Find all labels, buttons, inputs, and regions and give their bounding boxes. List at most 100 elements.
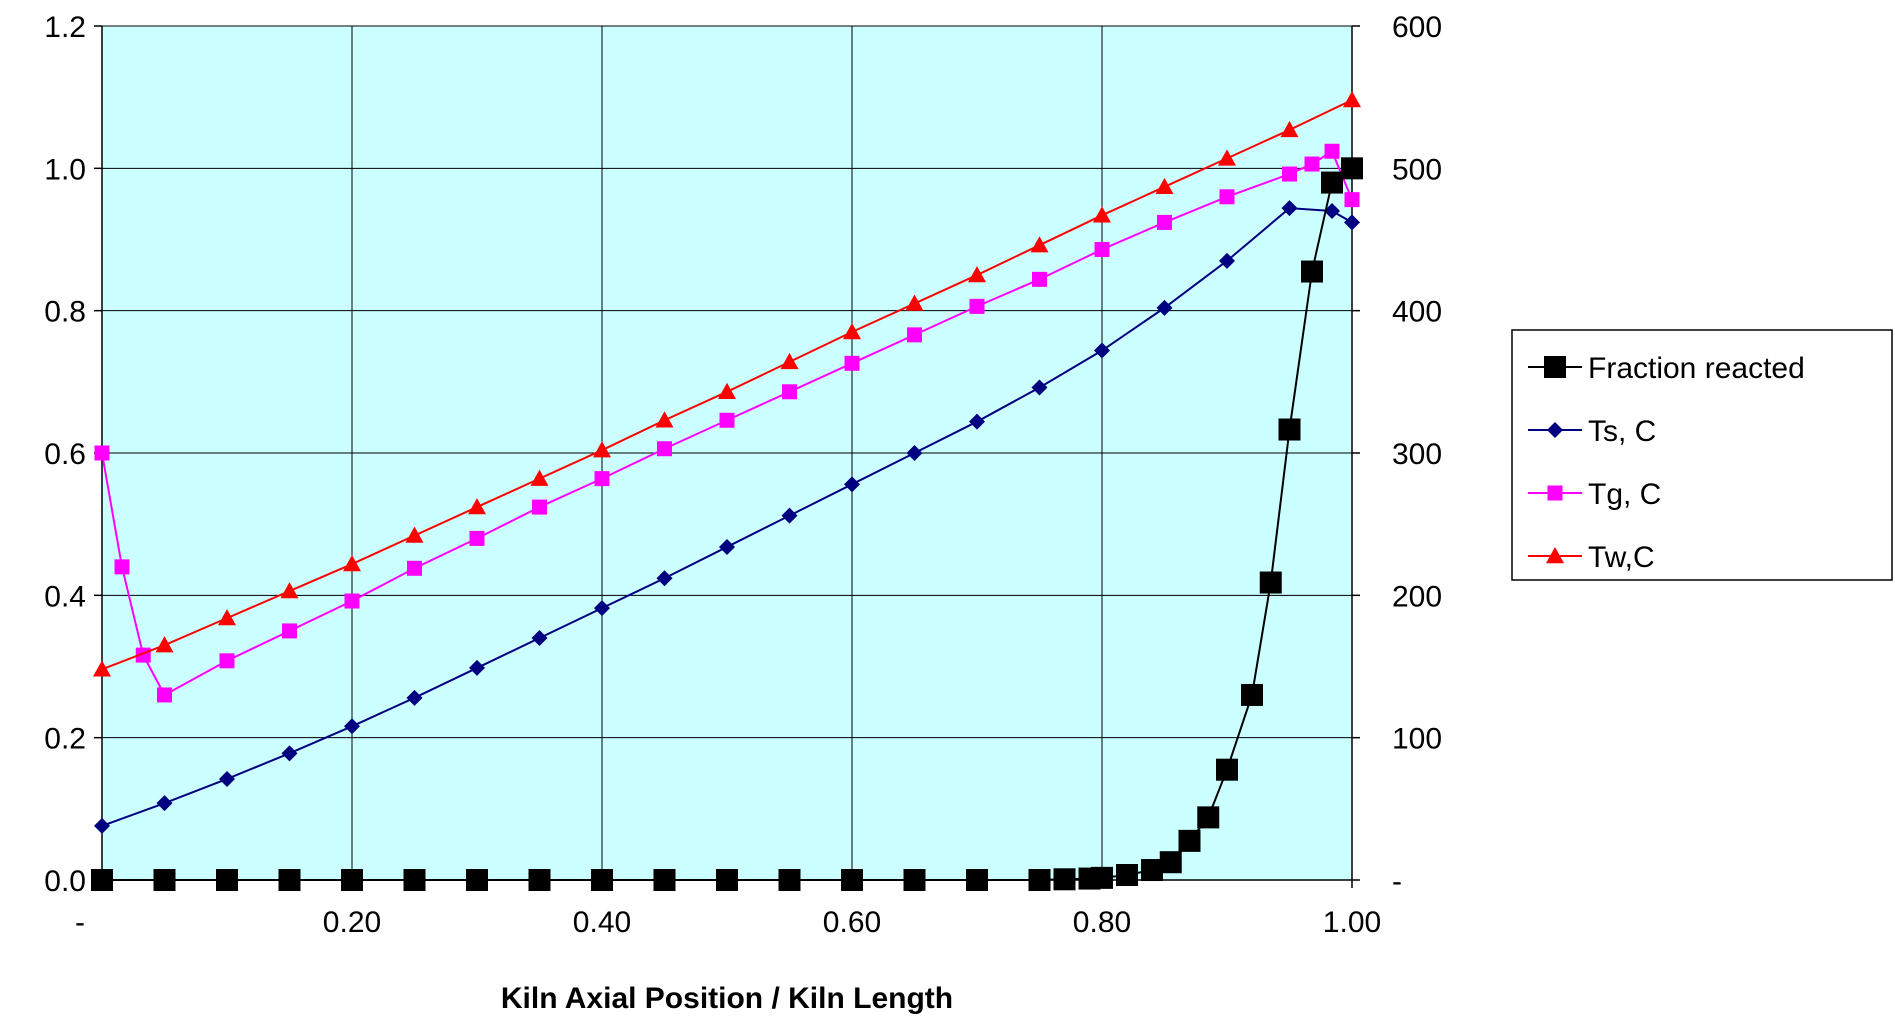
data-point — [719, 538, 735, 555]
x-tick-label: - — [75, 906, 85, 939]
data-point — [114, 559, 130, 575]
data-point — [1219, 189, 1235, 205]
data-point — [1324, 203, 1340, 220]
data-point — [344, 593, 360, 609]
data-point — [966, 869, 988, 891]
data-point — [1343, 91, 1361, 108]
data-point — [656, 570, 673, 587]
legend-label: Ts, C — [1588, 415, 1656, 448]
data-point — [594, 471, 610, 487]
data-point — [1155, 177, 1174, 195]
x-tick-label: 0.40 — [573, 906, 631, 939]
data-point — [1094, 241, 1110, 257]
data-point — [1219, 252, 1235, 269]
data-point — [528, 869, 551, 891]
data-point — [1093, 206, 1111, 223]
data-point — [1282, 166, 1297, 182]
data-point — [280, 582, 299, 599]
data-point — [341, 869, 363, 891]
legend-label: Tg, C — [1588, 478, 1661, 511]
data-point — [469, 530, 485, 546]
data-point — [94, 445, 110, 461]
data-point — [1341, 157, 1363, 180]
legend-item: Tg, C — [1528, 478, 1661, 511]
y-left-tick-labels: 0.0 0.2 0.4 0.6 0.8 1.0 1.2 — [44, 11, 86, 898]
data-point — [469, 659, 485, 676]
data-point — [844, 355, 860, 371]
data-point — [969, 413, 985, 430]
y-right-tick-label: 200 — [1392, 580, 1442, 613]
data-point — [403, 869, 426, 891]
data-point — [282, 623, 297, 639]
y-right-tick-label: 400 — [1392, 296, 1442, 329]
data-point — [1216, 758, 1238, 781]
data-point — [1028, 869, 1051, 891]
data-point — [969, 298, 985, 314]
data-point — [153, 869, 176, 891]
y-left-tick-label: 0.6 — [44, 438, 86, 471]
x-tick-label: 0.20 — [323, 906, 381, 939]
data-point — [1546, 547, 1564, 564]
data-point — [156, 795, 173, 812]
data-point — [1156, 299, 1173, 316]
data-point — [903, 869, 926, 891]
data-point — [1094, 342, 1110, 359]
data-point — [1178, 829, 1201, 852]
x-tick-label: 0.80 — [1073, 906, 1131, 939]
legend-item: Fraction reacted — [1528, 352, 1805, 385]
data-point — [1547, 485, 1563, 501]
data-point — [1278, 418, 1301, 441]
data-point — [843, 323, 861, 340]
data-point — [1301, 260, 1323, 283]
data-point — [657, 441, 672, 457]
data-point — [716, 869, 738, 891]
data-point — [1321, 171, 1343, 194]
x-tick-label: 0.60 — [823, 906, 881, 939]
data-point — [841, 869, 863, 891]
legend-box — [1511, 329, 1893, 581]
data-point — [593, 441, 611, 458]
y-right-tick-label: 100 — [1392, 723, 1442, 756]
data-point — [906, 445, 923, 461]
legend-label: Tw,C — [1588, 541, 1655, 574]
data-point — [278, 869, 301, 891]
data-point — [1241, 683, 1263, 706]
y-right-tick-label: 300 — [1392, 438, 1442, 471]
data-point — [1324, 143, 1340, 159]
y-right-tick-label: 500 — [1392, 153, 1442, 186]
data-point — [1280, 120, 1299, 138]
y-right-tick-label: 600 — [1392, 11, 1442, 44]
x-axis-label: Kiln Axial Position / Kiln Length — [501, 982, 953, 1015]
data-point — [468, 498, 486, 515]
data-point — [719, 412, 735, 428]
data-point — [94, 817, 110, 834]
data-point — [344, 718, 360, 735]
data-point — [1030, 236, 1049, 253]
y-left-tick-label: 1.2 — [44, 11, 86, 44]
y-left-tick-label: 0.0 — [44, 865, 86, 898]
data-point — [405, 526, 424, 543]
series-group — [91, 91, 1363, 891]
data-point — [780, 352, 799, 370]
data-point — [219, 770, 235, 787]
data-point — [530, 469, 549, 486]
data-point — [281, 745, 298, 762]
data-point — [1091, 866, 1113, 889]
data-point — [218, 609, 236, 626]
data-point — [781, 507, 798, 524]
data-point — [1281, 200, 1298, 217]
series-tg-c — [94, 143, 1360, 703]
data-point — [1197, 806, 1220, 829]
data-point — [407, 560, 422, 576]
data-point — [907, 327, 922, 343]
data-point — [1159, 851, 1182, 874]
data-point — [1032, 271, 1047, 287]
legend-item: Ts, C — [1528, 415, 1656, 448]
data-point — [655, 411, 674, 428]
legend-label: Fraction reacted — [1588, 352, 1805, 385]
legend-item: Tw,C — [1528, 541, 1655, 574]
data-point — [905, 294, 924, 311]
data-point — [782, 384, 797, 400]
series-ts-c — [94, 200, 1360, 834]
